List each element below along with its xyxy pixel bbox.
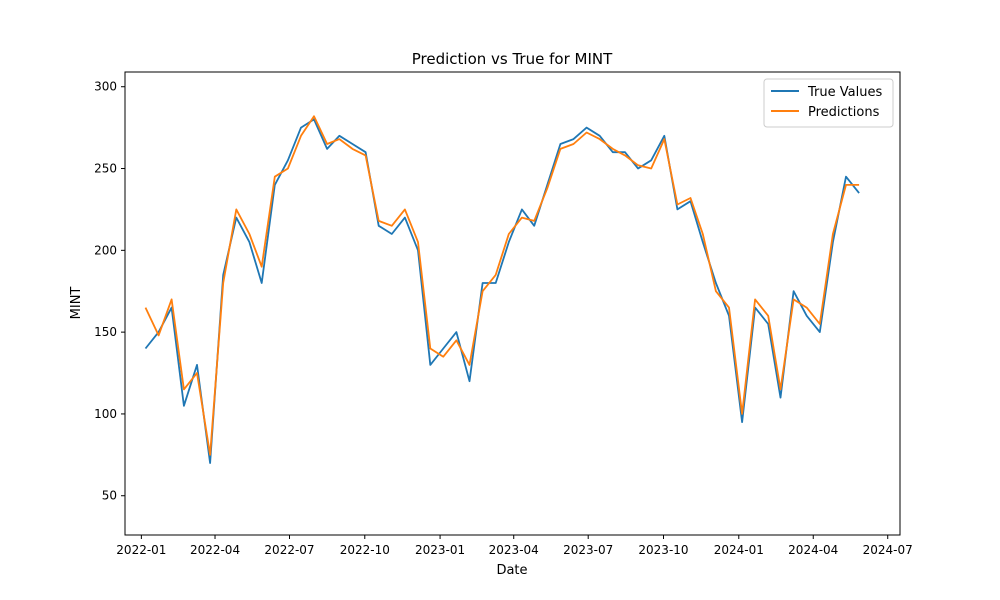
x-tick-label: 2022-10 bbox=[340, 543, 390, 557]
x-tick-label: 2023-07 bbox=[563, 543, 613, 557]
plot-area bbox=[125, 72, 900, 535]
y-tick-label: 300 bbox=[94, 80, 117, 94]
y-tick-label: 100 bbox=[94, 407, 117, 421]
series-line-true-values bbox=[144, 118, 860, 464]
x-tick-label: 2022-04 bbox=[190, 543, 240, 557]
x-tick-label: 2023-04 bbox=[489, 543, 539, 557]
y-tick-label: 50 bbox=[102, 489, 117, 503]
series-line-predictions bbox=[144, 115, 860, 456]
legend-label-true-values: True Values bbox=[807, 85, 882, 100]
y-axis-label: MINT bbox=[69, 287, 84, 320]
x-tick-label: 2023-10 bbox=[638, 543, 688, 557]
x-axis-label: Date bbox=[496, 563, 527, 578]
x-tick-label: 2022-07 bbox=[264, 543, 314, 557]
axes-frame bbox=[124, 71, 901, 536]
y-axis: 50 100 150 200 250 300 bbox=[94, 80, 125, 503]
x-tick-label: 2024-07 bbox=[863, 543, 913, 557]
x-tick-label: 2023-01 bbox=[415, 543, 465, 557]
legend: True Values Predictions bbox=[763, 78, 894, 128]
series-layer bbox=[144, 115, 860, 464]
y-tick-label: 200 bbox=[94, 243, 117, 257]
x-axis: 2022-01 2022-04 2022-07 2022-10 2023-01 2023-… bbox=[116, 535, 913, 557]
legend-label-predictions: Predictions bbox=[808, 105, 880, 120]
x-tick-label: 2022-01 bbox=[116, 543, 166, 557]
x-tick-label: 2024-01 bbox=[714, 543, 764, 557]
chart-title: Prediction vs True for MINT bbox=[412, 50, 613, 68]
y-tick-label: 150 bbox=[94, 325, 117, 339]
y-tick-label: 250 bbox=[94, 162, 117, 176]
x-tick-label: 2024-04 bbox=[788, 543, 838, 557]
